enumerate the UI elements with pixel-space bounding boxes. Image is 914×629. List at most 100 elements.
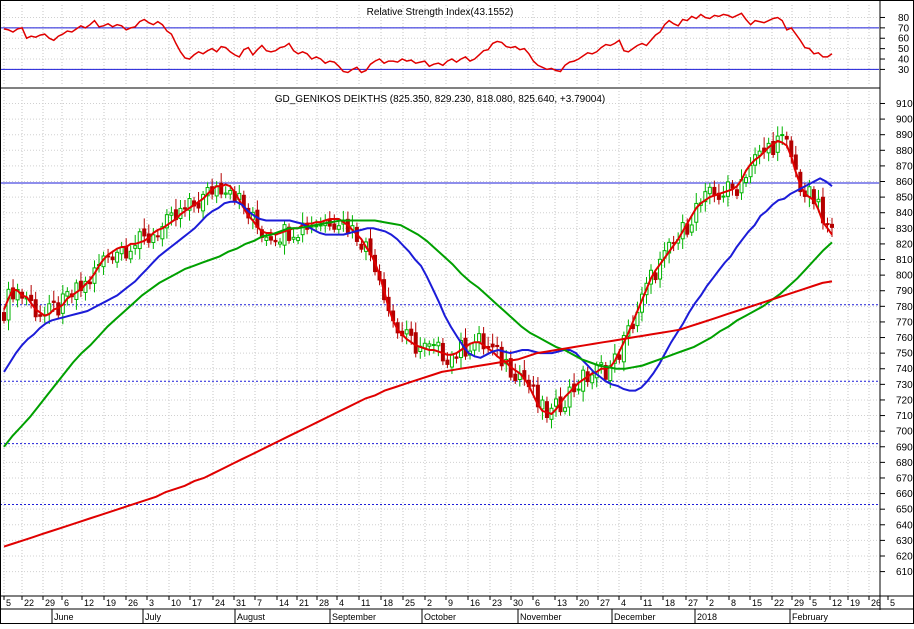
candle-body [540,399,545,410]
candle-body [413,332,418,354]
month-label: December [614,612,656,622]
candle-body [155,235,160,238]
day-tick-label: 29 [45,598,55,608]
rsi-level-lines [0,27,879,70]
price-tick-label: 720 [896,395,913,406]
candle-body [223,192,228,195]
price-tick-label: 770 [896,317,913,328]
candle-body [164,214,169,229]
price-tick-label: 630 [896,536,913,547]
price-tick-label: 740 [896,364,913,375]
month-label: July [145,612,162,622]
day-tick-label: 28 [319,598,329,608]
candle-body [87,281,92,285]
candle-body [658,258,663,280]
candle-body [725,181,730,197]
ma-short-line [3,139,833,416]
candle-body [825,223,830,226]
rsi-line [3,12,833,74]
candle-body [137,231,142,250]
day-tick-label: 9 [448,598,453,608]
price-tick-label: 850 [896,193,913,204]
day-tick-label: 17 [192,598,202,608]
price-tick-label: 870 [896,161,913,172]
candle-body [454,356,459,359]
rsi-tick-label: 60 [898,34,910,45]
price-tick-label: 830 [896,224,913,235]
candle-body [409,328,414,336]
price-tick-label: 690 [896,442,913,453]
rsi-tick-label: 40 [898,55,910,66]
day-tick-label: 5 [890,598,895,608]
price-tick-label: 910 [896,99,913,110]
day-tick-label: 26 [128,598,138,608]
price-tick-label: 670 [896,473,913,484]
day-tick-label: 11 [643,598,652,608]
price-tick-label: 710 [896,411,913,422]
candle-body [554,398,558,407]
candle-body [807,186,812,198]
moving-averages [3,139,833,548]
price-tick-label: 890 [896,130,913,141]
candle-body [169,212,174,216]
day-tick-label: 18 [383,598,393,608]
price-tick-label: 800 [896,271,913,282]
candle-body [544,401,549,419]
price-tick-label: 730 [896,380,913,391]
price-tick-label: 780 [896,302,913,313]
candle-body [15,288,20,301]
candle-body [133,245,138,249]
candle-body [830,223,834,228]
candle-body [110,256,115,261]
candle-body [703,191,708,203]
price-tick-label: 860 [896,177,913,188]
month-label: October [424,612,456,622]
candle-body [621,334,626,363]
candle-body [427,343,432,347]
day-tick-label: 8 [731,598,736,608]
candle-body [780,134,785,137]
month-label: June [54,612,74,622]
price-tick-label: 620 [896,551,913,562]
candle-body [142,228,147,237]
day-tick-label: 21 [299,598,309,608]
day-tick-label: 22 [774,598,784,608]
candle-body [445,359,450,365]
candle-body [2,312,6,321]
price-tick-label: 810 [896,255,913,266]
candle-body [744,177,749,183]
day-tick-label: 2 [709,598,714,608]
candle-body [653,272,658,281]
price-title: GD_GENIKOS DEIKTHS (825.350, 829.230, 81… [275,94,606,105]
candle-body [273,239,278,243]
day-tick-label: 12 [84,598,94,608]
price-tick-label: 700 [896,427,913,438]
day-tick-label: 30 [513,598,523,608]
candle-body [336,225,341,230]
day-tick-label: 15 [752,598,762,608]
day-tick-label: 6 [535,598,540,608]
rsi-tick-label: 80 [898,13,910,24]
price-tick-label: 640 [896,520,913,531]
candle-body [124,245,129,259]
candle-body [477,333,482,343]
day-tick-label: 22 [24,598,34,608]
month-label: September [332,612,376,622]
day-tick-label: 27 [688,598,698,608]
day-tick-label: 7 [257,598,262,608]
candle-body [182,207,187,210]
candle-body [278,241,282,245]
candle-body [151,234,156,244]
candle-body [535,384,540,408]
candle-body [115,251,120,263]
candle-body [404,329,409,335]
rsi-tick-label: 70 [898,23,910,34]
candle-body [563,407,568,412]
day-tick-label: 23 [492,598,502,608]
price-tick-label: 900 [896,115,913,126]
ma-short-line [3,280,833,548]
candle-body [590,374,595,384]
candle-body [721,195,726,198]
candle-body [567,386,572,408]
candle-body [603,365,608,380]
